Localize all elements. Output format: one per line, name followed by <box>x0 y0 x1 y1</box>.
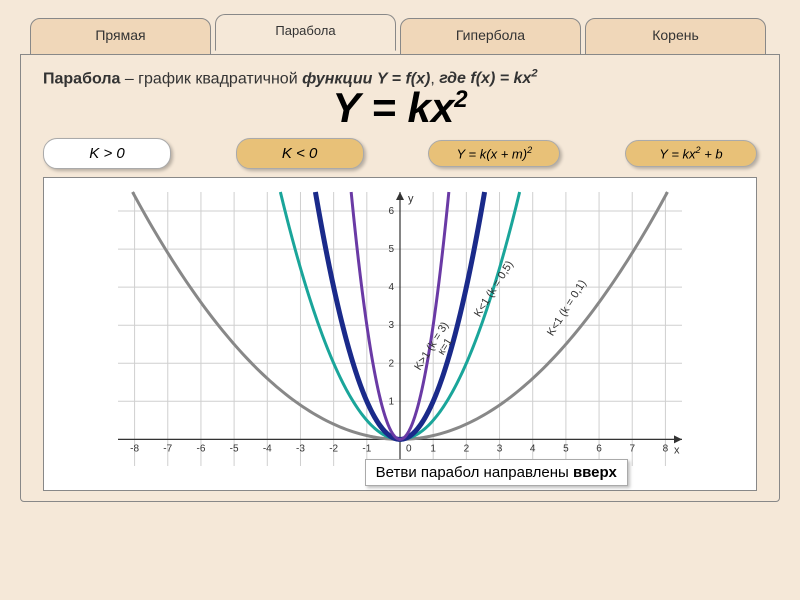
svg-text:-1: -1 <box>362 443 371 454</box>
chart-frame: -8-7-6-5-4-3-2-1123456781234560yxK>1 (k … <box>43 177 757 491</box>
svg-text:-5: -5 <box>230 443 239 454</box>
main-formula: Y = kx2 <box>43 84 757 132</box>
svg-text:6: 6 <box>596 443 602 454</box>
svg-text:-6: -6 <box>196 443 205 454</box>
svg-text:3: 3 <box>388 320 394 331</box>
option-button-3[interactable]: Y = kx2 + b <box>625 140 757 167</box>
svg-text:4: 4 <box>530 443 536 454</box>
svg-text:-4: -4 <box>263 443 272 454</box>
svg-text:-2: -2 <box>329 443 338 454</box>
svg-text:-3: -3 <box>296 443 305 454</box>
svg-text:5: 5 <box>563 443 569 454</box>
svg-text:7: 7 <box>629 443 635 454</box>
svg-text:6: 6 <box>388 206 394 217</box>
svg-text:x: x <box>674 444 680 456</box>
option-button-2[interactable]: Y = k(x + m)2 <box>428 140 560 167</box>
tab-гипербола[interactable]: Гипербола <box>400 18 581 55</box>
tab-прямая[interactable]: Прямая <box>30 18 211 55</box>
svg-text:-8: -8 <box>130 443 139 454</box>
svg-text:8: 8 <box>663 443 669 454</box>
svg-text:4: 4 <box>388 282 394 293</box>
svg-text:1: 1 <box>388 396 394 407</box>
tabs-bar: ПрямаяПараболаГиперболаКорень <box>0 0 800 55</box>
button-row: K > 0 K < 0 Y = k(x + m)2 Y = kx2 + b <box>43 138 757 169</box>
svg-text:0: 0 <box>406 443 412 454</box>
svg-text:y: y <box>408 193 414 205</box>
branches-caption: Ветви парабол направлены вверх <box>365 459 628 486</box>
tab-корень[interactable]: Корень <box>585 18 766 55</box>
option-button-0[interactable]: K > 0 <box>43 138 171 169</box>
svg-text:2: 2 <box>388 358 394 369</box>
option-button-1[interactable]: K < 0 <box>236 138 364 169</box>
svg-text:1: 1 <box>430 443 436 454</box>
parabola-chart: -8-7-6-5-4-3-2-1123456781234560yxK>1 (k … <box>100 184 700 484</box>
svg-text:-7: -7 <box>163 443 172 454</box>
svg-text:2: 2 <box>464 443 470 454</box>
svg-text:3: 3 <box>497 443 503 454</box>
tab-парабола[interactable]: Парабола <box>215 14 396 51</box>
content-panel: Парабола – график квадратичной функции Y… <box>20 54 780 502</box>
svg-text:5: 5 <box>388 244 394 255</box>
